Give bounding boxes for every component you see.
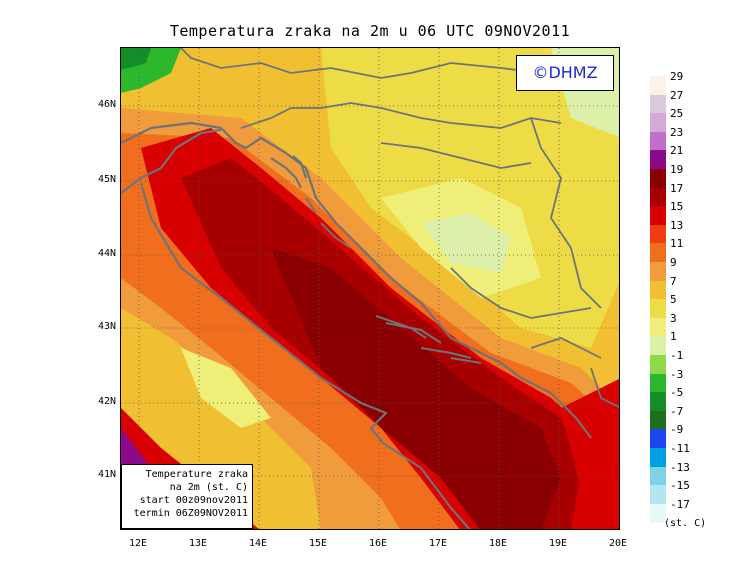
legend-swatch — [650, 94, 666, 114]
info-line-4: termin 06Z09NOV2011 — [133, 508, 248, 519]
legend-swatch — [650, 187, 666, 207]
legend-units: (st. C) — [664, 518, 707, 529]
legend-swatch — [650, 262, 666, 282]
lat-tick-44n: 44N — [97, 248, 116, 259]
lat-tick-42n: 42N — [97, 396, 116, 407]
lat-tick-45n: 45N — [97, 174, 116, 185]
italy-cool-region — [181, 348, 271, 428]
legend-label: 21 — [670, 144, 684, 158]
legend-swatch — [650, 280, 666, 300]
legend-swatch — [650, 243, 666, 263]
legend-label: -17 — [670, 497, 690, 511]
lon-tick-20e: 20E — [608, 538, 628, 549]
legend-swatch — [650, 485, 666, 505]
info-line-3: start 00z09nov2011 — [139, 495, 248, 506]
legend-swatch — [650, 429, 666, 449]
lon-tick-17e: 17E — [428, 538, 448, 549]
legend-swatch — [650, 150, 666, 170]
lat-tick-41n: 41N — [97, 469, 116, 480]
lat-tick-46n: 46N — [97, 99, 116, 110]
legend-label: 17 — [670, 181, 684, 195]
legend-label: -1 — [670, 349, 684, 362]
legend-label: 11 — [670, 237, 684, 251]
legend-label: -5 — [670, 386, 684, 400]
map-canvas — [121, 48, 619, 529]
alps-dark-green — [121, 48, 151, 70]
legend-label: -3 — [670, 367, 684, 381]
legend-swatch — [650, 373, 666, 393]
legend-label: 15 — [670, 200, 684, 214]
map-title: Temperatura zraka na 2m u 06 UTC 09NOV20… — [169, 22, 571, 40]
legend-swatch — [650, 410, 666, 430]
legend-label: -11 — [670, 442, 690, 455]
legend-swatch — [650, 169, 666, 189]
legend-swatch — [650, 76, 666, 96]
legend-label: 3 — [670, 311, 677, 325]
legend-label: 19 — [670, 163, 684, 176]
legend-label: -15 — [670, 479, 690, 493]
legend-label: 29 — [670, 70, 684, 83]
legend-swatch — [650, 355, 666, 375]
land-cool-region — [421, 213, 511, 273]
legend-swatch — [650, 224, 666, 244]
legend-swatch — [650, 206, 666, 226]
info-box: Temperature zraka na 2m (st. C) start 00… — [121, 464, 253, 529]
dhmz-copyright: ©DHMZ — [516, 55, 614, 91]
legend-label: -13 — [670, 460, 690, 474]
lat-tick-43n: 43N — [97, 321, 116, 332]
legend-swatch — [650, 503, 666, 523]
legend-swatch — [650, 336, 666, 356]
legend-label: 7 — [670, 274, 677, 288]
lon-tick-12e: 12E — [128, 538, 148, 549]
info-line-2: na 2m (st. C) — [169, 482, 248, 493]
lon-tick-16e: 16E — [368, 538, 388, 549]
legend-label: -9 — [670, 423, 684, 437]
lon-tick-15e: 15E — [308, 538, 328, 549]
legend-swatch — [650, 448, 666, 468]
legend-swatch — [650, 392, 666, 412]
legend-label: 5 — [670, 293, 677, 307]
legend-label: 13 — [670, 218, 684, 232]
adriatic-sea-core — [271, 248, 561, 529]
legend-swatch — [650, 131, 666, 151]
temperature-map — [120, 47, 620, 530]
lon-tick-14e: 14E — [248, 538, 268, 549]
coastlines — [121, 121, 592, 529]
info-line-1: Temperature zraka — [145, 469, 248, 480]
legend-label: 9 — [670, 256, 677, 269]
legend-label: 23 — [670, 125, 684, 139]
legend-label: 27 — [670, 88, 684, 102]
lon-tick-19e: 19E — [548, 538, 568, 549]
legend-swatch — [650, 317, 666, 337]
legend-swatch — [650, 299, 666, 319]
lon-tick-18e: 18E — [488, 538, 508, 549]
legend-swatch — [650, 113, 666, 133]
legend-swatch — [650, 466, 666, 486]
legend-label: -7 — [670, 404, 684, 418]
lon-tick-13e: 13E — [188, 538, 208, 549]
legend-label: 25 — [670, 107, 684, 121]
graticule — [121, 48, 619, 529]
legend-label: 1 — [670, 330, 677, 344]
islands — [305, 197, 482, 364]
